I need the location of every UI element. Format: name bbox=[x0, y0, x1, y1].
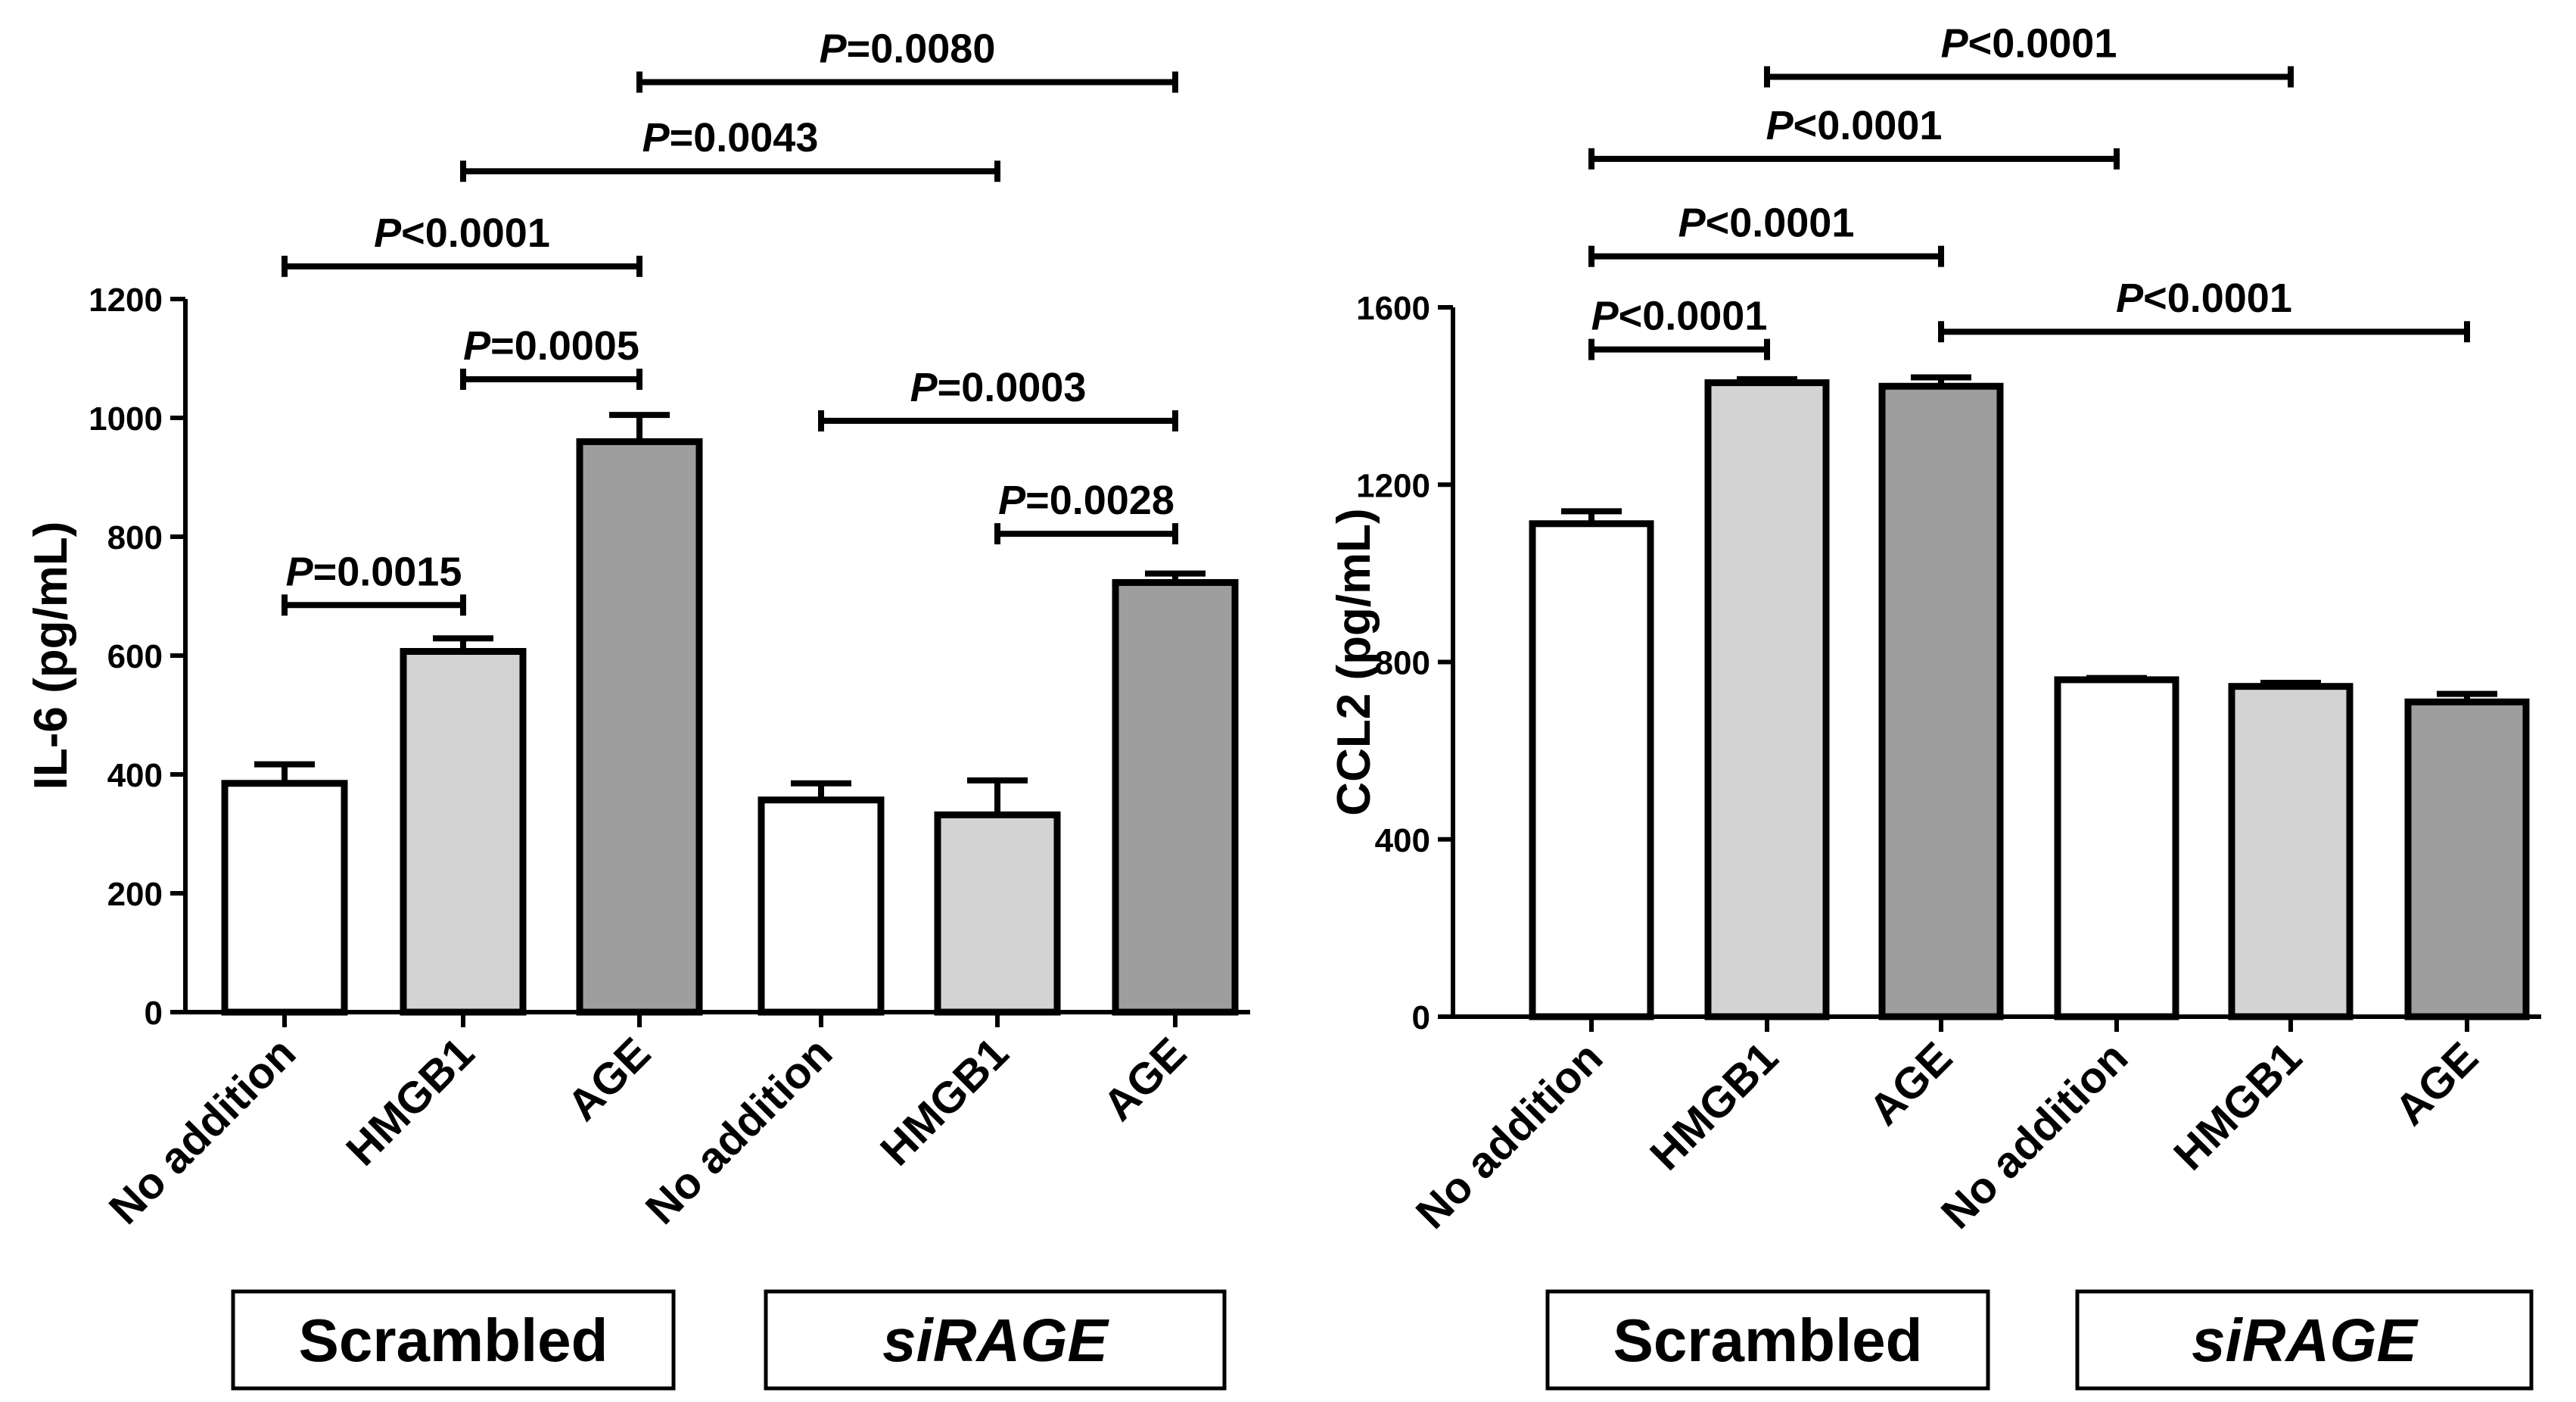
x-category-label-3: AGE bbox=[558, 1028, 660, 1130]
p-value-label-2: P=0.0005 bbox=[463, 323, 639, 369]
bar-6 bbox=[2404, 698, 2530, 1020]
group-box-2 bbox=[2075, 1289, 2534, 1391]
bar-5 bbox=[2228, 683, 2354, 1020]
y-tick-label-800: 800 bbox=[107, 519, 163, 556]
group-box-2 bbox=[764, 1289, 1227, 1391]
p-value-label-4: P<0.0001 bbox=[1941, 20, 2117, 66]
p-value-label-6: P=0.0003 bbox=[910, 365, 1087, 410]
y-tick-label-1200: 1200 bbox=[89, 282, 163, 319]
y-tick-label-200: 200 bbox=[107, 876, 163, 913]
p-value-label-4: P=0.0043 bbox=[642, 115, 819, 160]
x-category-label-3: AGE bbox=[1859, 1033, 1962, 1135]
bar-3 bbox=[576, 438, 703, 1016]
bar-2 bbox=[1704, 379, 1830, 1020]
bar-1 bbox=[221, 780, 348, 1016]
p-value-label-3: P<0.0001 bbox=[1766, 103, 1943, 148]
y-tick-label-0: 0 bbox=[145, 995, 163, 1032]
bar-5 bbox=[934, 811, 1061, 1016]
x-category-label-6: AGE bbox=[2385, 1033, 2487, 1135]
y-tick-label-0: 0 bbox=[1412, 999, 1430, 1036]
y-tick-label-800: 800 bbox=[1375, 645, 1430, 682]
y-tick-label-400: 400 bbox=[107, 757, 163, 794]
p-value-label-5: P<0.0001 bbox=[2116, 276, 2292, 321]
x-category-label-4: No addition bbox=[636, 1028, 842, 1233]
bar-2 bbox=[400, 648, 527, 1016]
group-label-1: Scrambled bbox=[298, 1307, 608, 1374]
x-category-label-5: HMGB1 bbox=[871, 1028, 1018, 1175]
x-category-label-2: HMGB1 bbox=[337, 1028, 484, 1175]
y-axis-title: IL-6 (pg/mL) bbox=[25, 522, 77, 790]
x-category-label-6: AGE bbox=[1094, 1028, 1196, 1130]
group-box-1 bbox=[1545, 1289, 1990, 1391]
group-label-1: Scrambled bbox=[1613, 1307, 1922, 1374]
bar-6 bbox=[1112, 578, 1239, 1016]
y-tick-label-1000: 1000 bbox=[89, 400, 163, 438]
group-box-1 bbox=[231, 1289, 676, 1391]
p-value-label-5: P=0.0080 bbox=[820, 26, 996, 71]
bar-4 bbox=[2054, 676, 2179, 1020]
x-category-label-4: No addition bbox=[1932, 1033, 2137, 1238]
y-tick-label-1200: 1200 bbox=[1356, 467, 1430, 504]
p-value-label-3: P<0.0001 bbox=[374, 210, 550, 256]
p-value-label-2: P<0.0001 bbox=[1678, 201, 1855, 246]
bar-1 bbox=[1529, 520, 1654, 1020]
p-value-label-1: P<0.0001 bbox=[1591, 294, 1768, 339]
bar-3 bbox=[1878, 382, 2004, 1020]
group-label-2: siRAGE bbox=[2192, 1307, 2419, 1374]
bar-4 bbox=[758, 796, 885, 1016]
group-label-2: siRAGE bbox=[882, 1307, 1109, 1374]
x-category-label-1: No addition bbox=[100, 1028, 305, 1233]
x-category-label-2: HMGB1 bbox=[1641, 1033, 1787, 1179]
p-value-label-1: P=0.0015 bbox=[286, 549, 462, 594]
y-axis-title: CCL2 (pg/mL) bbox=[1328, 508, 1380, 815]
x-category-label-5: HMGB1 bbox=[2164, 1033, 2311, 1179]
y-tick-label-600: 600 bbox=[107, 638, 163, 675]
y-tick-label-400: 400 bbox=[1375, 822, 1430, 859]
y-tick-label-1600: 1600 bbox=[1356, 290, 1430, 327]
x-category-label-1: No addition bbox=[1407, 1033, 1612, 1238]
p-value-label-7: P=0.0028 bbox=[998, 478, 1174, 523]
